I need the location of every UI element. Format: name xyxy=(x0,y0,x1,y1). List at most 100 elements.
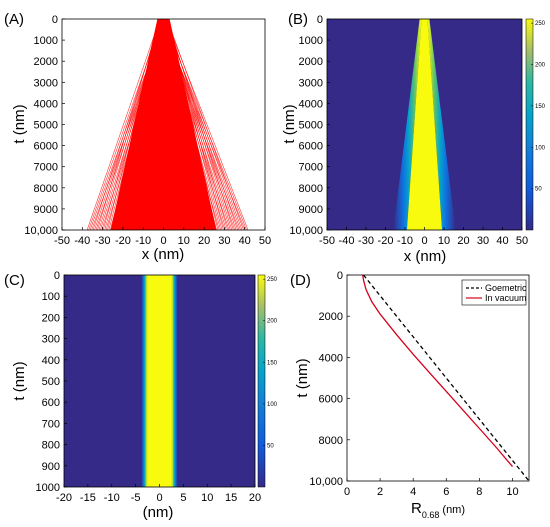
colorbar-tick-label: 100 xyxy=(267,402,278,408)
colorbar-tick-label: 200 xyxy=(535,63,546,69)
ray-trajectory xyxy=(86,18,161,231)
x-tick-label: -50 xyxy=(54,235,70,247)
x-axis-title: x (nm) xyxy=(142,246,185,263)
ray-core xyxy=(110,19,217,230)
x-tick-label: -40 xyxy=(74,235,90,247)
x-tick-label: 20 xyxy=(249,492,261,504)
y-tick-label: 600 xyxy=(42,397,60,409)
y-tick-label: 1000 xyxy=(299,35,323,47)
x-tick-label: 0 xyxy=(344,486,350,498)
y-tick-label: 300 xyxy=(42,334,60,346)
x-tick-label: -20 xyxy=(378,235,394,247)
y-tick-label: 2000 xyxy=(299,56,323,68)
y-tick-label: 4000 xyxy=(319,352,343,364)
y-tick-label: 800 xyxy=(42,440,60,452)
y-tick-label: 0 xyxy=(52,14,58,26)
y-tick-label: 6000 xyxy=(319,394,343,406)
y-tick-label: 9000 xyxy=(34,204,58,216)
colorbar-tick-label: 250 xyxy=(267,277,278,283)
x-tick-label: -10 xyxy=(104,492,120,504)
y-tick-label: 1000 xyxy=(36,482,60,494)
panel-label-c: (C) xyxy=(4,272,25,289)
y-tick-label: 5000 xyxy=(299,120,323,132)
y-tick-label: 4000 xyxy=(34,98,58,110)
x-axis-title-main: R xyxy=(411,500,422,517)
panel-d-plot: 0 2 4 6 8 10 0 2000 4000 6000 8000 10,000 R0.68 (nm)… xyxy=(294,270,530,520)
x-tick-label: 50 xyxy=(516,235,528,247)
colorbar-tick-label: 50 xyxy=(267,443,274,449)
y-tick-label: 2000 xyxy=(34,56,58,68)
y-tick-label: 400 xyxy=(42,355,60,367)
x-tick-label: 50 xyxy=(259,235,271,247)
x-tick-label: 30 xyxy=(218,235,230,247)
x-tick-label: 2 xyxy=(377,486,383,498)
y-tick-label: 500 xyxy=(42,376,60,388)
y-axis-title: t (nm) xyxy=(281,104,298,143)
y-axis-title: t (nm) xyxy=(11,104,28,143)
x-tick-label: 10 xyxy=(438,235,450,247)
heatmap-saturated-core xyxy=(147,275,172,487)
x-tick-label: 4 xyxy=(410,486,416,498)
x-tick-label: 0 xyxy=(156,492,162,504)
x-tick-label: -30 xyxy=(95,235,111,247)
x-tick-label: 10 xyxy=(506,486,518,498)
y-tick-label: 6000 xyxy=(34,141,58,153)
y-tick-label: 2000 xyxy=(319,311,343,323)
y-axis-title: t (nm) xyxy=(294,358,311,397)
y-tick-label: 8000 xyxy=(34,183,58,195)
x-axis-title: x (nm) xyxy=(404,248,447,265)
panel-label-a: (A) xyxy=(4,11,24,28)
x-tick-label: 10 xyxy=(178,235,190,247)
y-tick-label: 10,000 xyxy=(309,476,343,488)
heatmap-edge-right xyxy=(427,19,456,230)
colorbar-tick-label: 100 xyxy=(535,145,546,151)
heatmap-saturated-core xyxy=(406,19,443,230)
y-tick-label: 700 xyxy=(42,418,60,430)
heatmap-edge-left xyxy=(141,275,148,487)
x-tick-label: -30 xyxy=(358,235,374,247)
x-tick-label: -10 xyxy=(135,235,151,247)
y-tick-label: 9000 xyxy=(299,204,323,216)
y-tick-label: 8000 xyxy=(299,183,323,195)
legend-label: Goemetric xyxy=(485,283,527,293)
y-tick-label: 0 xyxy=(337,270,343,282)
x-axis-title: R0.68 (nm) xyxy=(411,500,465,520)
x-tick-label: 10 xyxy=(201,492,213,504)
x-tick-label: 6 xyxy=(443,486,449,498)
panel-c-plot: -20 -15 -10 -5 0 5 10 15 20010020030040050060070… xyxy=(11,270,278,521)
x-tick-label: 15 xyxy=(225,492,237,504)
panel-a: (A) -50 -40 -30 -20 -10 0 10 20 30 40 50 0 1000 2000 3… xyxy=(4,11,271,263)
y-tick-label: 6000 xyxy=(299,141,323,153)
plot-frame xyxy=(346,274,530,482)
heatmap-edge-left xyxy=(393,19,422,230)
y-tick-label: 0 xyxy=(317,14,323,26)
y-tick-label: 3000 xyxy=(34,77,58,89)
x-tick-label: -50 xyxy=(319,235,335,247)
y-tick-label: 7000 xyxy=(299,162,323,174)
x-tick-label: 40 xyxy=(239,235,251,247)
y-tick-label: 8000 xyxy=(319,435,343,447)
y-tick-label: 3000 xyxy=(299,77,323,89)
legend-label: In vacuum xyxy=(485,293,527,303)
y-tick-label: 7000 xyxy=(34,162,58,174)
x-tick-label: 5 xyxy=(180,492,186,504)
geometric-series-line xyxy=(362,274,530,482)
heatmap-edge-right xyxy=(171,275,178,487)
y-axis-title: t (nm) xyxy=(11,361,28,400)
y-tick-label: 5000 xyxy=(34,120,58,132)
x-axis-title-subscript: 0.68 xyxy=(422,510,440,520)
y-tick-label: 200 xyxy=(42,312,60,324)
y-tick-label: 10,000 xyxy=(24,225,58,237)
colorbar-tick-label: 150 xyxy=(535,104,546,110)
colorbar-tick-label: 250 xyxy=(535,21,546,27)
x-tick-label: 20 xyxy=(457,235,469,247)
vacuum-series-line xyxy=(362,274,513,468)
x-tick-label: -15 xyxy=(80,492,96,504)
panel-label-d: (D) xyxy=(290,272,311,289)
legend-box xyxy=(461,279,527,306)
y-tick-label: 1000 xyxy=(34,35,58,47)
y-tick-label: 100 xyxy=(42,291,60,303)
x-tick-label: -5 xyxy=(131,492,141,504)
